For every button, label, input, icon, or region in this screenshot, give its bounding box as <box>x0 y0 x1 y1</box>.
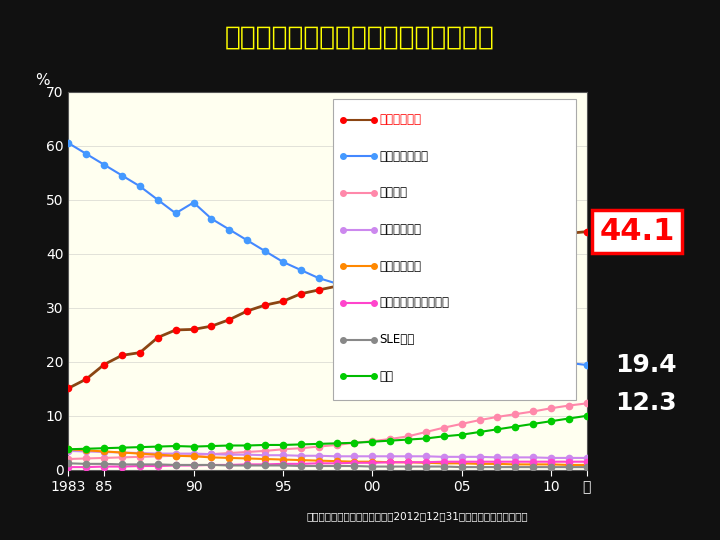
Text: 不明: 不明 <box>379 370 393 383</box>
Text: わが国の慢性透析療法の現況（2012年12月31日現在）より引用・改変: わが国の慢性透析療法の現況（2012年12月31日現在）より引用・改変 <box>307 511 528 521</box>
Text: 糖尿病性腎症: 糖尿病性腎症 <box>379 113 421 126</box>
Text: 19.4: 19.4 <box>616 353 678 377</box>
Text: 急速進行性糸球体腎炎: 急速進行性糸球体腎炎 <box>379 296 449 309</box>
Text: 12.3: 12.3 <box>616 392 678 415</box>
Text: %: % <box>35 73 50 88</box>
Text: 腎硬化症: 腎硬化症 <box>379 186 408 199</box>
Text: 44.1: 44.1 <box>600 217 675 246</box>
FancyBboxPatch shape <box>333 99 577 400</box>
Text: 慢性糸球体腎炎: 慢性糸球体腎炎 <box>379 150 428 163</box>
Text: SLE腎炎: SLE腎炎 <box>379 333 415 346</box>
Text: 慢性腎盂腎炎: 慢性腎盂腎炎 <box>379 260 421 273</box>
Text: 多発性嚢胞腎: 多発性嚢胞腎 <box>379 223 421 236</box>
Text: 年別透析導入患者の主要原疾患の推移: 年別透析導入患者の主要原疾患の推移 <box>225 24 495 50</box>
